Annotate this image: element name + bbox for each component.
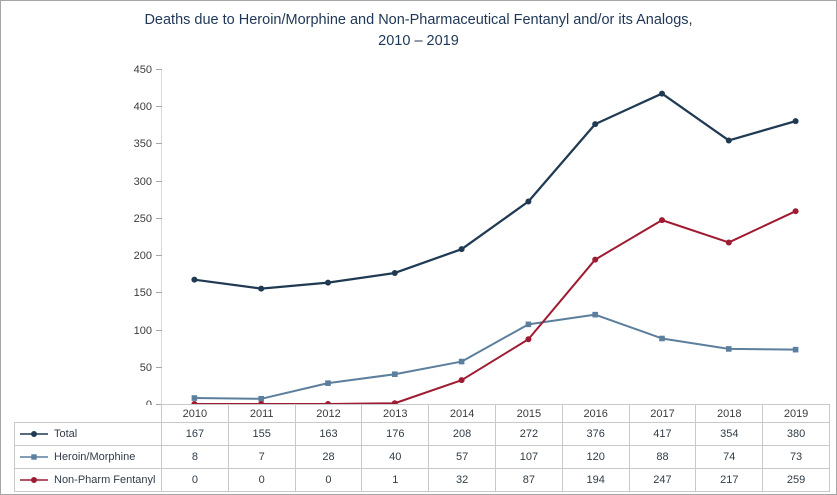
x-axis-label: 2016 bbox=[561, 404, 630, 423]
marker-non-pharm-fentanyl-icon bbox=[525, 336, 532, 343]
marker-non-pharm-fentanyl-icon bbox=[725, 239, 732, 246]
table-row-non-pharm-fentanyl: Non-Pharm Fentanyl 0 0 0 1 32 87 194 247 217 259 bbox=[14, 468, 830, 492]
table-value: 247 bbox=[628, 468, 697, 492]
x-axis-label: 2015 bbox=[494, 404, 563, 423]
table-value: 87 bbox=[494, 468, 563, 492]
marker-non-pharm-fentanyl-icon bbox=[792, 208, 799, 215]
marker-heroin-morphine-icon bbox=[525, 321, 532, 328]
marker-non-pharm-fentanyl-icon bbox=[391, 400, 398, 405]
table-value: 0 bbox=[227, 468, 296, 492]
data-table: 2010 2011 2012 2013 2014 2015 2016 2017 2018 2019… bbox=[14, 404, 830, 492]
table-value: 217 bbox=[695, 468, 764, 492]
marker-heroin-morphine-icon bbox=[392, 371, 398, 378]
legend-cell: Total bbox=[14, 422, 162, 446]
x-axis-label: 2013 bbox=[361, 404, 430, 423]
table-value: 40 bbox=[361, 445, 430, 469]
marker-total-icon bbox=[525, 198, 532, 205]
legend-key-non-pharm-fentanyl-icon bbox=[20, 477, 48, 483]
table-value: 57 bbox=[428, 445, 496, 469]
marker-total-icon bbox=[325, 279, 331, 286]
x-axis-label: 2018 bbox=[695, 404, 764, 423]
y-axis-label: 350 bbox=[134, 138, 152, 150]
legend-key-total-icon bbox=[20, 431, 48, 437]
legend-key-heroin-morphine-icon bbox=[20, 454, 48, 460]
table-row-total: Total 167 155 163 176 208 272 376 417 354 380 bbox=[14, 422, 830, 446]
series-name: Non-Pharm Fentanyl bbox=[54, 474, 156, 486]
table-value: 417 bbox=[628, 422, 697, 446]
table-value: 1 bbox=[361, 468, 430, 492]
table-value: 107 bbox=[494, 445, 563, 469]
marker-heroin-morphine-icon bbox=[458, 358, 465, 365]
table-value: 120 bbox=[561, 445, 630, 469]
y-axis-label: 250 bbox=[134, 213, 152, 225]
table-value: 176 bbox=[361, 422, 430, 446]
table-value: 376 bbox=[561, 422, 630, 446]
marker-total-icon bbox=[659, 90, 665, 97]
table-value: 194 bbox=[561, 468, 630, 492]
chart-title: Deaths due to Heroin/Morphine and Non-Ph… bbox=[1, 10, 836, 52]
marker-non-pharm-fentanyl-icon bbox=[592, 256, 599, 263]
marker-total-icon bbox=[725, 137, 732, 144]
y-axis-label: 400 bbox=[134, 101, 152, 113]
marker-non-pharm-fentanyl-icon bbox=[659, 217, 665, 224]
table-value: 28 bbox=[294, 445, 363, 469]
table-value: 354 bbox=[695, 422, 764, 446]
marker-total-icon bbox=[258, 285, 265, 292]
table-value: 74 bbox=[695, 445, 764, 469]
y-axis-label: 100 bbox=[134, 325, 152, 337]
plot-area: 0 50 100 150 200 250 300 350 400 450 bbox=[134, 64, 799, 405]
marker-heroin-morphine-icon bbox=[592, 311, 598, 318]
marker-heroin-morphine-icon bbox=[659, 335, 665, 342]
y-axis-label: 450 bbox=[134, 64, 152, 76]
marker-heroin-morphine-icon bbox=[726, 346, 732, 352]
x-axis-label: 2012 bbox=[294, 404, 363, 423]
marker-total-icon bbox=[391, 269, 398, 276]
marker-heroin-morphine-icon bbox=[191, 395, 198, 401]
table-value: 7 bbox=[227, 445, 296, 469]
legend-cell: Heroin/Morphine bbox=[14, 445, 162, 469]
series-name: Total bbox=[54, 428, 78, 440]
x-axis-label: 2011 bbox=[227, 404, 296, 423]
y-axis-label: 150 bbox=[134, 287, 152, 299]
table-row-heroin-morphine: Heroin/Morphine 8 7 28 40 57 107 120 88 74 73 bbox=[14, 445, 830, 469]
y-axis-label: 0 bbox=[146, 399, 152, 405]
chart-title-line2: 2010 – 2019 bbox=[378, 33, 459, 49]
table-value: 167 bbox=[161, 422, 229, 446]
y-axis-label: 300 bbox=[134, 176, 152, 188]
series-line-total bbox=[193, 92, 797, 290]
table-value: 88 bbox=[628, 445, 697, 469]
x-axis-label: 2010 bbox=[161, 404, 229, 423]
legend-cell: Non-Pharm Fentanyl bbox=[14, 468, 162, 492]
marker-heroin-morphine-icon bbox=[258, 395, 264, 402]
marker-total-icon bbox=[191, 276, 198, 283]
marker-heroin-morphine-icon bbox=[325, 380, 331, 386]
table-value: 163 bbox=[294, 422, 363, 446]
table-value: 259 bbox=[762, 468, 830, 492]
table-value: 208 bbox=[428, 422, 496, 446]
series-line-heroin-morphine bbox=[193, 313, 797, 400]
marker-total-icon bbox=[592, 121, 599, 128]
marker-heroin-morphine-icon bbox=[792, 346, 799, 353]
table-value: 8 bbox=[161, 445, 229, 469]
x-axis-label: 2014 bbox=[428, 404, 496, 423]
table-value: 272 bbox=[494, 422, 563, 446]
table-value: 155 bbox=[227, 422, 296, 446]
x-axis-label: 2017 bbox=[628, 404, 697, 423]
y-axis-label: 200 bbox=[134, 250, 152, 262]
table-corner bbox=[15, 405, 162, 423]
table-value: 73 bbox=[762, 445, 830, 469]
table-value: 380 bbox=[762, 422, 830, 446]
marker-total-icon bbox=[792, 118, 799, 125]
marker-total-icon bbox=[458, 246, 465, 253]
series-line-non-pharm-fentanyl bbox=[193, 210, 797, 405]
chart-title-line1: Deaths due to Heroin/Morphine and Non-Ph… bbox=[144, 12, 693, 28]
y-axis-label: 50 bbox=[140, 362, 152, 374]
table-value: 0 bbox=[294, 468, 363, 492]
table-value: 32 bbox=[428, 468, 496, 492]
x-axis-label: 2019 bbox=[762, 404, 830, 423]
marker-non-pharm-fentanyl-icon bbox=[458, 377, 465, 384]
table-value: 0 bbox=[161, 468, 229, 492]
series-name: Heroin/Morphine bbox=[54, 451, 136, 463]
